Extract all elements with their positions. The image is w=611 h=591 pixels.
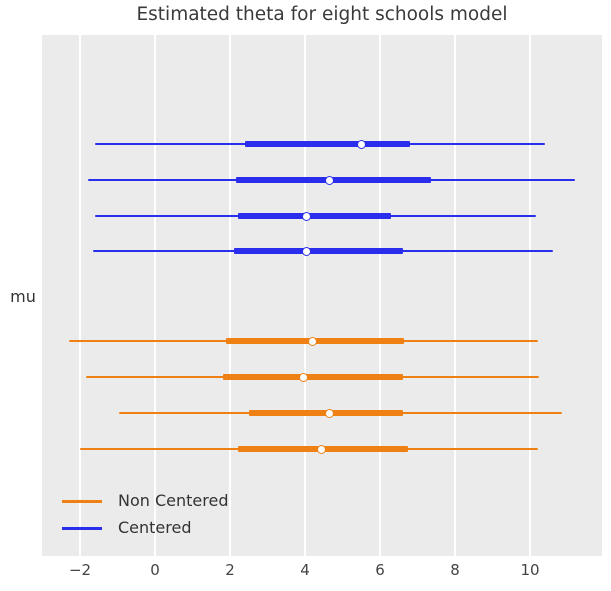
x-tick-label: −2 bbox=[68, 561, 92, 579]
gridline-x-2 bbox=[229, 35, 231, 556]
point-estimate-marker bbox=[324, 175, 334, 185]
x-tick-label: 6 bbox=[375, 561, 385, 579]
gridline-x-6 bbox=[379, 35, 381, 556]
point-estimate-marker bbox=[302, 246, 312, 256]
quartile-range-line bbox=[233, 248, 403, 254]
legend-entry-non-centered: Non Centered bbox=[62, 491, 282, 511]
gridline-x-10 bbox=[529, 35, 531, 556]
point-estimate-marker bbox=[298, 372, 308, 382]
legend-line-swatch bbox=[62, 500, 102, 503]
point-estimate-marker bbox=[302, 211, 312, 221]
quartile-range-line bbox=[245, 141, 410, 147]
gridline-x-8 bbox=[454, 35, 456, 556]
gridline-x-0 bbox=[154, 35, 156, 556]
point-estimate-marker bbox=[317, 444, 327, 454]
quartile-range-line bbox=[222, 374, 403, 380]
point-estimate-marker bbox=[356, 139, 366, 149]
legend-line-swatch bbox=[62, 527, 102, 530]
point-estimate-marker bbox=[324, 408, 334, 418]
x-tick-label: 10 bbox=[520, 561, 540, 579]
quartile-range-line bbox=[237, 213, 392, 219]
legend-entry-centered: Centered bbox=[62, 518, 282, 538]
y-axis-label: mu bbox=[10, 287, 36, 306]
legend-label: Non Centered bbox=[118, 491, 229, 510]
x-tick-label: 4 bbox=[300, 561, 310, 579]
x-tick-label: 2 bbox=[225, 561, 235, 579]
legend-label: Centered bbox=[118, 518, 192, 537]
gridline-x--2 bbox=[79, 35, 81, 556]
point-estimate-marker bbox=[308, 336, 317, 346]
x-tick-label: 0 bbox=[150, 561, 160, 579]
x-tick-label: 8 bbox=[450, 561, 460, 579]
gridline-x-4 bbox=[304, 35, 306, 556]
chart-title: Estimated theta for eight schools model bbox=[136, 4, 508, 25]
plot-area: Non Centered Centered bbox=[42, 35, 602, 556]
